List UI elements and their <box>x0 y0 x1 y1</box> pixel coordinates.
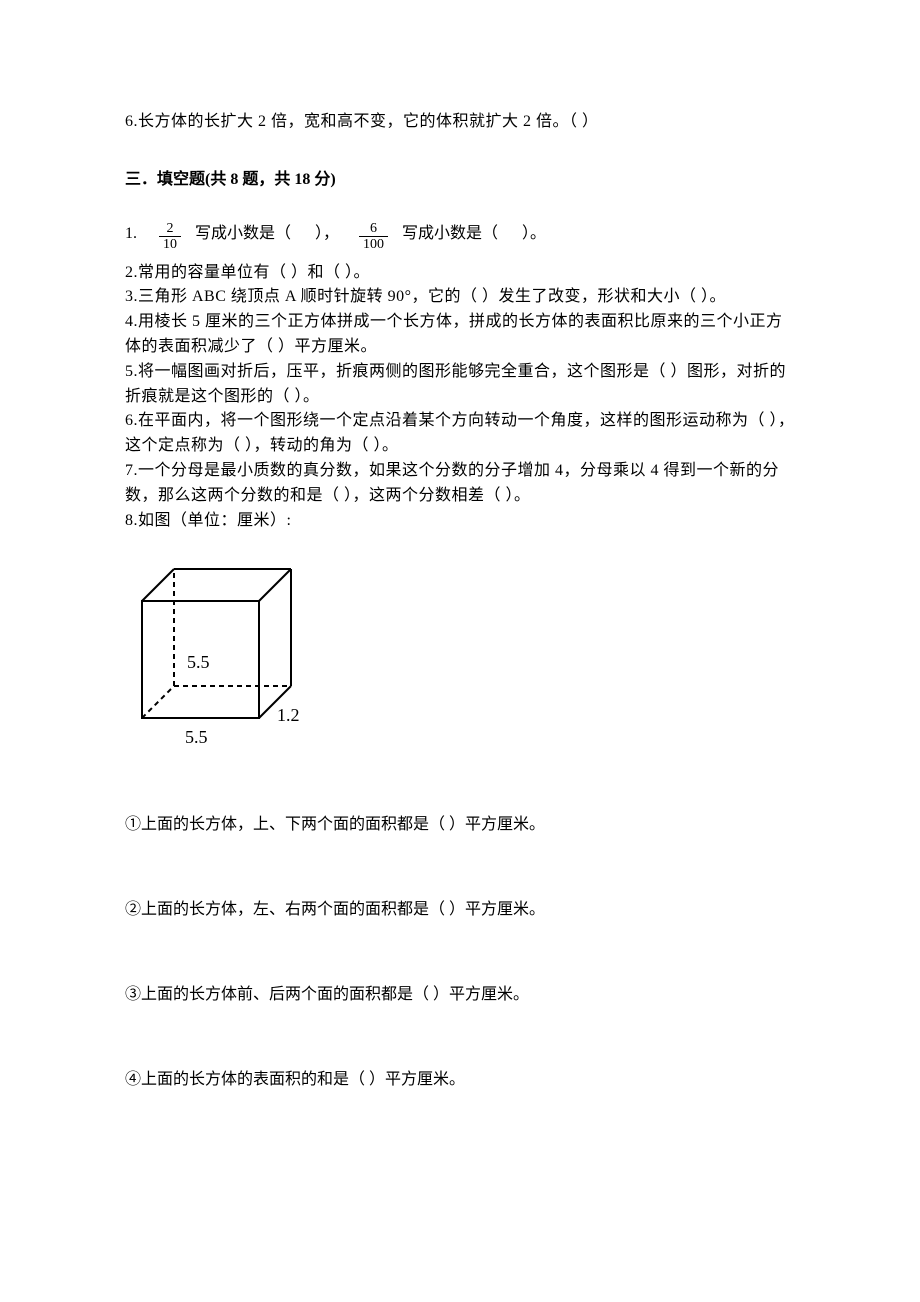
cuboid-width-label: 5.5 <box>185 727 208 747</box>
fill-q3: 3.三角形 ABC 绕顶点 A 顺时针旋转 90°，它的（ ）发生了改变，形状和… <box>125 285 795 310</box>
fill-q7: 7.一个分母是最小质数的真分数，如果这个分数的分子增加 4，分母乘以 4 得到一… <box>125 459 795 509</box>
q1-mid1: 写成小数是（ ）， <box>187 222 339 247</box>
sub-q1: ①上面的长方体，上、下两个面的面积都是（ ）平方厘米。 <box>125 813 795 838</box>
fill-q5: 5.将一幅图画对折后，压平，折痕两侧的图形能够完全重合，这个图形是（ ）图形，对… <box>125 360 795 410</box>
fraction-numerator: 2 <box>163 221 178 236</box>
q1-fraction-2: 6 100 <box>359 221 388 253</box>
section-3-title: 三．填空题(共 8 题，共 18 分) <box>125 165 795 189</box>
cuboid-figure: 5.5 5.5 1.2 <box>127 563 795 753</box>
sub-q3: ③上面的长方体前、后两个面的面积都是（ ）平方厘米。 <box>125 983 795 1008</box>
q1-prefix: 1. <box>125 222 137 247</box>
q1-mid2: 写成小数是（ ）。 <box>394 222 546 247</box>
fraction-numerator: 6 <box>366 221 381 236</box>
fraction-denominator: 100 <box>359 236 388 252</box>
fill-q2: 2.常用的容量单位有（ ）和（ ）。 <box>125 261 795 286</box>
cuboid-depth-label: 1.2 <box>277 705 300 725</box>
judgement-q6: 6.长方体的长扩大 2 倍，宽和高不变，它的体积就扩大 2 倍。（ ） <box>125 110 795 135</box>
q1-fraction-1: 2 10 <box>159 221 181 253</box>
fill-q6: 6.在平面内，将一个图形绕一个定点沿着某个方向转动一个角度，这样的图形运动称为（… <box>125 409 795 459</box>
fill-q4: 4.用棱长 5 厘米的三个正方体拼成一个长方体，拼成的长方体的表面积比原来的三个… <box>125 310 795 360</box>
fraction-denominator: 10 <box>159 236 181 252</box>
cuboid-height-label: 5.5 <box>187 652 210 672</box>
fill-q8-intro: 8.如图（单位：厘米）: <box>125 509 795 534</box>
sub-q2: ②上面的长方体，左、右两个面的面积都是（ ）平方厘米。 <box>125 898 795 923</box>
fill-q1: 1. 2 10 写成小数是（ ）， 6 100 写成小数是（ ）。 <box>125 219 795 251</box>
sub-q4: ④上面的长方体的表面积的和是（ ）平方厘米。 <box>125 1068 795 1093</box>
